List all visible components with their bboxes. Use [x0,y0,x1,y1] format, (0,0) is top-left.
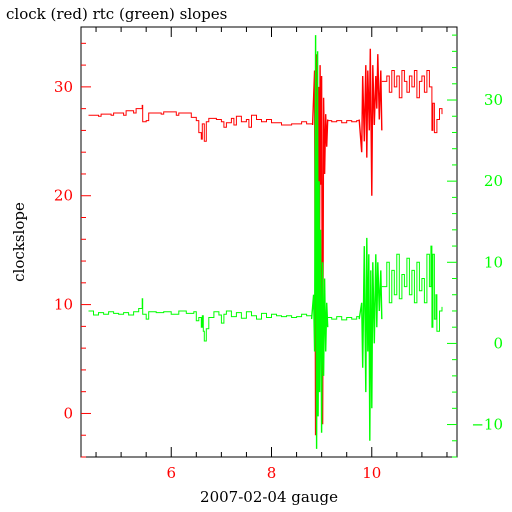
y-left-tick-label: 0 [63,404,73,422]
y-right-tick-label: 20 [484,172,503,190]
series-layer [88,35,443,449]
series-line-clock [327,119,360,124]
x-tick-label: 6 [166,464,176,482]
x-tick-label: 8 [267,464,277,482]
series-line-rtc [358,237,383,441]
y-left-tick-label: 20 [54,187,73,205]
y-right-tick-label: 0 [493,334,503,352]
y-left-tick-label: 30 [54,78,73,96]
y-axis-label: clockslope [10,202,28,282]
series-line-clock [358,48,383,196]
y-left-tick-label: 10 [54,296,73,314]
series-line-rtc [381,245,443,332]
y-right-tick-label: 30 [484,91,503,109]
series-line-rtc [327,316,360,321]
x-tick-label: 10 [362,464,381,482]
y-right-tick-label: 10 [484,253,503,271]
series-line-clock [88,104,314,142]
chart-title: clock (red) rtc (green) slopes [6,5,227,23]
axis-layer: 6 8 10 0 10 20 30 −10 0 10 20 30 [54,27,503,482]
series-line-rtc [310,35,329,449]
y-right-tick-label: −10 [471,416,503,434]
series-line-clock [381,70,443,134]
x-axis-label: 2007-02-04 gauge [200,488,338,506]
plot-frame [80,26,458,458]
series-line-rtc [88,298,313,342]
